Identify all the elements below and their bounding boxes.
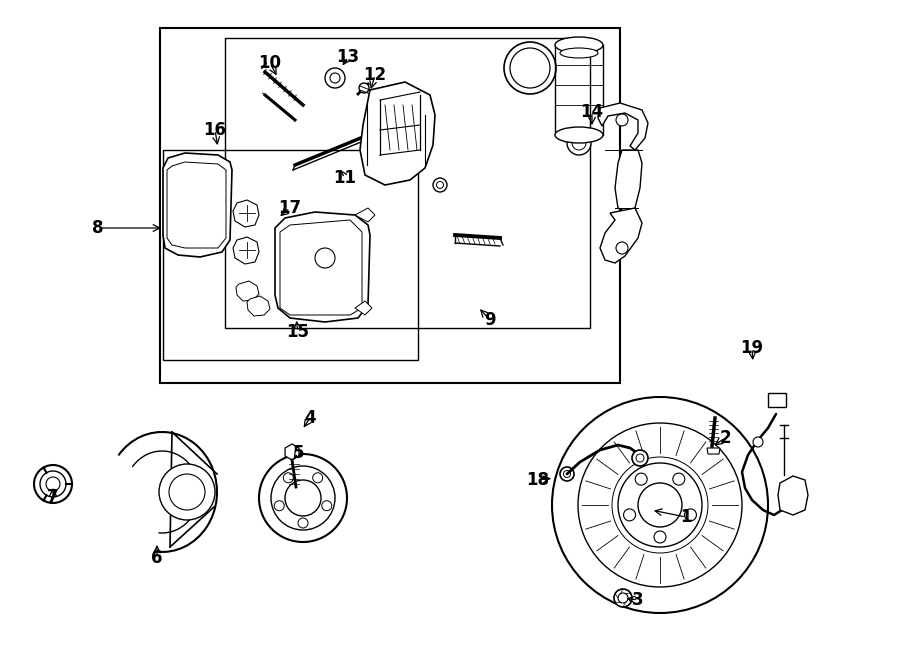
Circle shape: [433, 178, 447, 192]
Text: 18: 18: [526, 471, 550, 489]
Circle shape: [159, 464, 215, 520]
Polygon shape: [233, 200, 259, 227]
Polygon shape: [360, 82, 435, 185]
Text: 19: 19: [741, 339, 763, 357]
Circle shape: [572, 136, 586, 150]
Text: 13: 13: [337, 48, 360, 66]
Circle shape: [563, 471, 571, 477]
Text: 12: 12: [364, 66, 387, 84]
Circle shape: [274, 501, 284, 511]
Polygon shape: [247, 296, 270, 316]
Circle shape: [359, 83, 369, 93]
Text: 2: 2: [719, 429, 731, 447]
Circle shape: [635, 473, 647, 485]
Ellipse shape: [555, 37, 603, 53]
Circle shape: [259, 454, 347, 542]
Polygon shape: [233, 237, 259, 264]
Circle shape: [312, 473, 323, 483]
Polygon shape: [600, 208, 642, 263]
Text: 14: 14: [580, 103, 604, 121]
Text: 6: 6: [151, 549, 163, 567]
Circle shape: [510, 48, 550, 88]
Circle shape: [40, 471, 66, 497]
Circle shape: [271, 466, 335, 530]
Circle shape: [636, 454, 644, 462]
Circle shape: [560, 467, 574, 481]
Circle shape: [34, 465, 72, 503]
Ellipse shape: [560, 48, 598, 58]
Ellipse shape: [555, 127, 603, 143]
Text: 5: 5: [292, 444, 304, 462]
Circle shape: [616, 114, 628, 126]
Circle shape: [325, 68, 345, 88]
Text: 15: 15: [286, 323, 310, 341]
Circle shape: [330, 73, 340, 83]
Polygon shape: [355, 301, 372, 315]
Text: 1: 1: [680, 508, 692, 526]
Circle shape: [616, 242, 628, 254]
Polygon shape: [778, 476, 808, 515]
Polygon shape: [275, 212, 370, 322]
Circle shape: [46, 477, 60, 491]
Text: 11: 11: [334, 169, 356, 187]
Circle shape: [504, 42, 556, 94]
Circle shape: [298, 518, 308, 528]
Text: 7: 7: [47, 488, 58, 506]
Text: 9: 9: [484, 311, 496, 329]
Circle shape: [618, 463, 702, 547]
Circle shape: [624, 509, 635, 521]
Polygon shape: [355, 208, 375, 222]
Polygon shape: [615, 150, 642, 213]
Circle shape: [285, 480, 321, 516]
Circle shape: [436, 182, 444, 188]
Circle shape: [284, 473, 293, 483]
Polygon shape: [167, 162, 226, 248]
Circle shape: [618, 593, 628, 603]
Text: 8: 8: [92, 219, 104, 237]
Circle shape: [673, 473, 685, 485]
Polygon shape: [236, 281, 259, 301]
Text: 16: 16: [203, 121, 227, 139]
Circle shape: [638, 483, 682, 527]
Polygon shape: [598, 103, 648, 150]
Bar: [225, 38, 590, 328]
Circle shape: [684, 509, 697, 521]
Bar: [160, 28, 620, 383]
Text: 10: 10: [258, 54, 282, 72]
Circle shape: [567, 131, 591, 155]
Circle shape: [315, 248, 335, 268]
Circle shape: [322, 501, 332, 511]
Circle shape: [753, 437, 763, 447]
Bar: [768, 393, 786, 407]
Circle shape: [654, 531, 666, 543]
Circle shape: [578, 423, 742, 587]
Bar: [163, 150, 418, 360]
Text: 4: 4: [304, 409, 316, 427]
Polygon shape: [280, 220, 362, 315]
Circle shape: [169, 474, 205, 510]
Polygon shape: [285, 444, 299, 460]
Text: 3: 3: [632, 591, 644, 609]
Circle shape: [632, 450, 648, 466]
Text: 17: 17: [278, 199, 302, 217]
Circle shape: [552, 397, 768, 613]
Polygon shape: [163, 153, 232, 257]
Circle shape: [614, 589, 632, 607]
Polygon shape: [707, 448, 720, 454]
